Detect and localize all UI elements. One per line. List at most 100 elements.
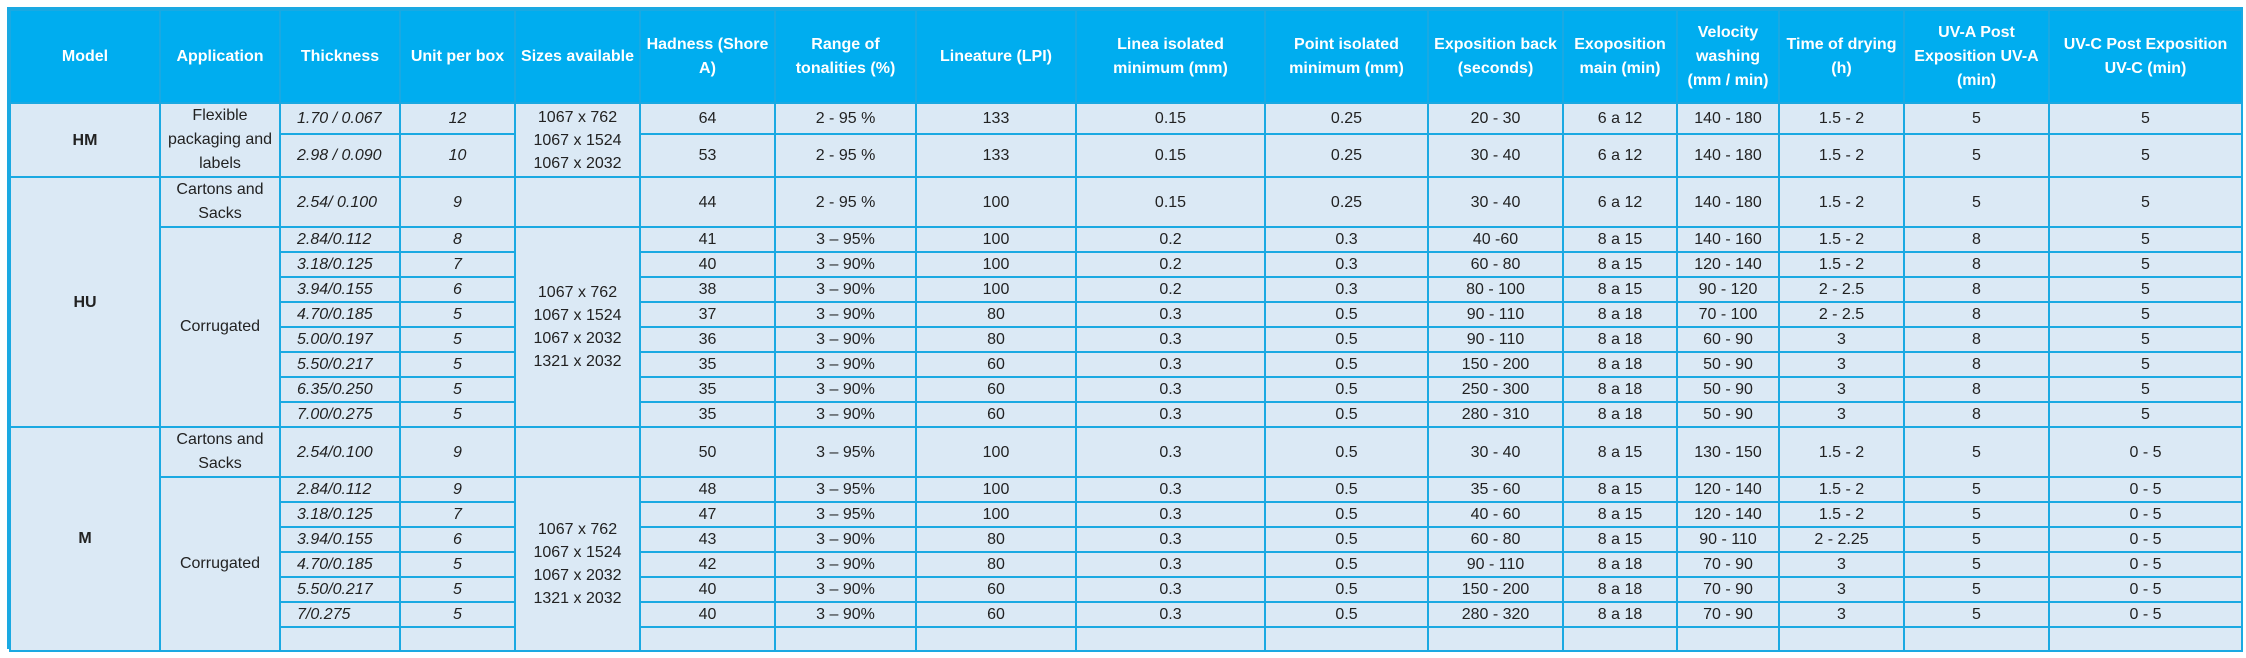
table-cell: 100 <box>915 476 1077 503</box>
table-row: HU Cartons and Sacks 2.54/ 0.100 9 44 2 - 95 … <box>9 176 2243 428</box>
table-row: 6.35/0.250 5 35 3 – 90% 60 0.3 0.5 250 - 300 8 a… <box>10 376 2243 403</box>
table-cell: 6 a 12 <box>1562 176 1678 228</box>
table-cell: 1.5 - 2 <box>1778 176 1905 228</box>
table-row: 3.18/0.125 7 40 3 – 90% 100 0.2 0.3 60 - 80 8 a … <box>10 251 2243 278</box>
table-cell: 133 <box>915 101 1077 136</box>
table-cell <box>279 626 401 652</box>
table-cell: 3 – 90% <box>774 251 917 278</box>
table-cell: 36 <box>639 326 776 353</box>
table-cell: 3 <box>1778 376 1905 403</box>
column-header: Exoposition main (min) <box>1562 9 1678 104</box>
table-cell: 5 <box>1903 133 2050 178</box>
table-cell: 2 - 2.25 <box>1778 526 1905 553</box>
table-cell <box>1427 626 1564 652</box>
table-cell: 0.3 <box>1264 226 1429 253</box>
table-cell: 5 <box>1903 576 2050 603</box>
size-value: 1067 x 762 <box>537 284 618 301</box>
table-cell: 1.5 - 2 <box>1778 251 1905 278</box>
column-header: Sizes available <box>514 9 641 104</box>
column-header: Model <box>9 9 161 104</box>
table-cell: 41 <box>639 226 776 253</box>
table-cell: 0.3 <box>1075 576 1266 603</box>
table-cell: 3 – 90% <box>774 326 917 353</box>
table-cell: 8 <box>1903 351 2050 378</box>
table-cell: 3 – 90% <box>774 301 917 328</box>
table-cell: 2 - 95 % <box>774 133 917 178</box>
table-cell: 60 <box>915 576 1077 603</box>
table-cell: 2.54/ 0.100 <box>279 176 401 228</box>
table-cell: 8 a 15 <box>1562 501 1678 528</box>
table-cell: 0.5 <box>1264 476 1429 503</box>
table-cell: 3 – 90% <box>774 526 917 553</box>
table-row: M Cartons and Sacks 2.54/0.100 9 50 3 – 95% 10… <box>9 426 2243 652</box>
application-cell: Cartons and Sacks <box>159 426 281 478</box>
table-cell: 60 - 80 <box>1427 526 1564 553</box>
table-cell: 3 <box>1778 351 1905 378</box>
table-cell: 30 - 40 <box>1427 426 1564 478</box>
table-cell: 35 - 60 <box>1427 476 1564 503</box>
table-cell <box>1676 626 1780 652</box>
table-cell: 150 - 200 <box>1427 576 1564 603</box>
table-cell: 5 <box>2048 351 2243 378</box>
table-cell: 0.3 <box>1075 551 1266 578</box>
table-cell: 43 <box>639 526 776 553</box>
table-cell: 5 <box>399 326 516 353</box>
table-cell: 47 <box>639 501 776 528</box>
table-cell: 8 a 15 <box>1562 251 1678 278</box>
table-cell: 1.5 - 2 <box>1778 426 1905 478</box>
header-row: Model Application Thickness Unit per box Siz… <box>9 9 2243 104</box>
application-cell: Flexible packaging and labels <box>159 102 281 178</box>
table-row <box>10 626 2243 652</box>
table-cell: 5 <box>1903 501 2050 528</box>
table-cell: 8 a 15 <box>1562 426 1678 478</box>
table-cell: 0.5 <box>1264 601 1429 628</box>
size-value: 1067 x 1524 <box>533 543 622 561</box>
table-cell: 9 <box>399 476 516 503</box>
table-row: 2.98 / 0.090 10 53 2 - 95 % 133 0.15 0.25 30 - … <box>10 133 2243 178</box>
table-cell: 9 <box>399 426 516 478</box>
table-cell: 3 – 90% <box>774 401 917 428</box>
table-cell: 70 - 90 <box>1676 551 1780 578</box>
table-cell: 3 – 95% <box>774 226 917 253</box>
table-cell: 30 - 40 <box>1427 133 1564 178</box>
table-cell: 100 <box>915 426 1077 478</box>
table-cell: 0.5 <box>1264 376 1429 403</box>
table-cell: 5.00/0.197 <box>279 326 401 353</box>
table-cell <box>639 626 776 652</box>
table-cell: 3 – 90% <box>774 551 917 578</box>
sizes-cell: 1067 x 762 1067 x 1524 1067 x 2032 1321 x 2… <box>514 476 641 652</box>
table-cell: 3 – 95% <box>774 426 917 478</box>
table-cell: 2 - 2.5 <box>1778 276 1905 303</box>
table-cell: 5.50/0.217 <box>279 576 401 603</box>
table-cell: 0.2 <box>1075 276 1266 303</box>
table-row: 5.50/0.217 5 40 3 – 90% 60 0.3 0.5 150 - 200 8 a… <box>10 576 2243 603</box>
table-cell: 3 – 90% <box>774 601 917 628</box>
table-cell: 8 <box>1903 376 2050 403</box>
table-cell: 37 <box>639 301 776 328</box>
table-cell: 120 - 140 <box>1676 501 1780 528</box>
table-cell: 8 <box>1903 326 2050 353</box>
table-cell: 80 - 100 <box>1427 276 1564 303</box>
table-cell: 90 - 110 <box>1676 526 1780 553</box>
table-cell <box>1264 626 1429 652</box>
table-cell: 3 <box>1778 401 1905 428</box>
size-value: 1321 x 2032 <box>533 589 622 607</box>
table-cell: 3.94/0.155 <box>279 276 401 303</box>
table-cell: 0 - 5 <box>2048 501 2243 528</box>
table-cell: 140 - 160 <box>1676 226 1780 253</box>
size-value: 1067 x 2032 <box>533 330 622 347</box>
table-cell: 35 <box>639 351 776 378</box>
spec-table: Model Application Thickness Unit per box Siz… <box>9 9 2243 652</box>
table-cell: 0.3 <box>1075 501 1266 528</box>
table-cell: 6 <box>399 276 516 303</box>
table-cell: 8 a 15 <box>1562 276 1678 303</box>
table-cell: 7 <box>399 251 516 278</box>
table-cell: 80 <box>915 551 1077 578</box>
table-cell: 40 -60 <box>1427 226 1564 253</box>
application-cell: Cartons and Sacks <box>159 176 281 228</box>
table-row: 3.94/0.155 6 43 3 – 90% 80 0.3 0.5 60 - 80 8 a 1… <box>10 526 2243 553</box>
table-cell: 50 <box>639 426 776 478</box>
table-cell: 4.70/0.185 <box>279 551 401 578</box>
table-cell: 8 a 18 <box>1562 401 1678 428</box>
table-cell: 0.3 <box>1075 526 1266 553</box>
